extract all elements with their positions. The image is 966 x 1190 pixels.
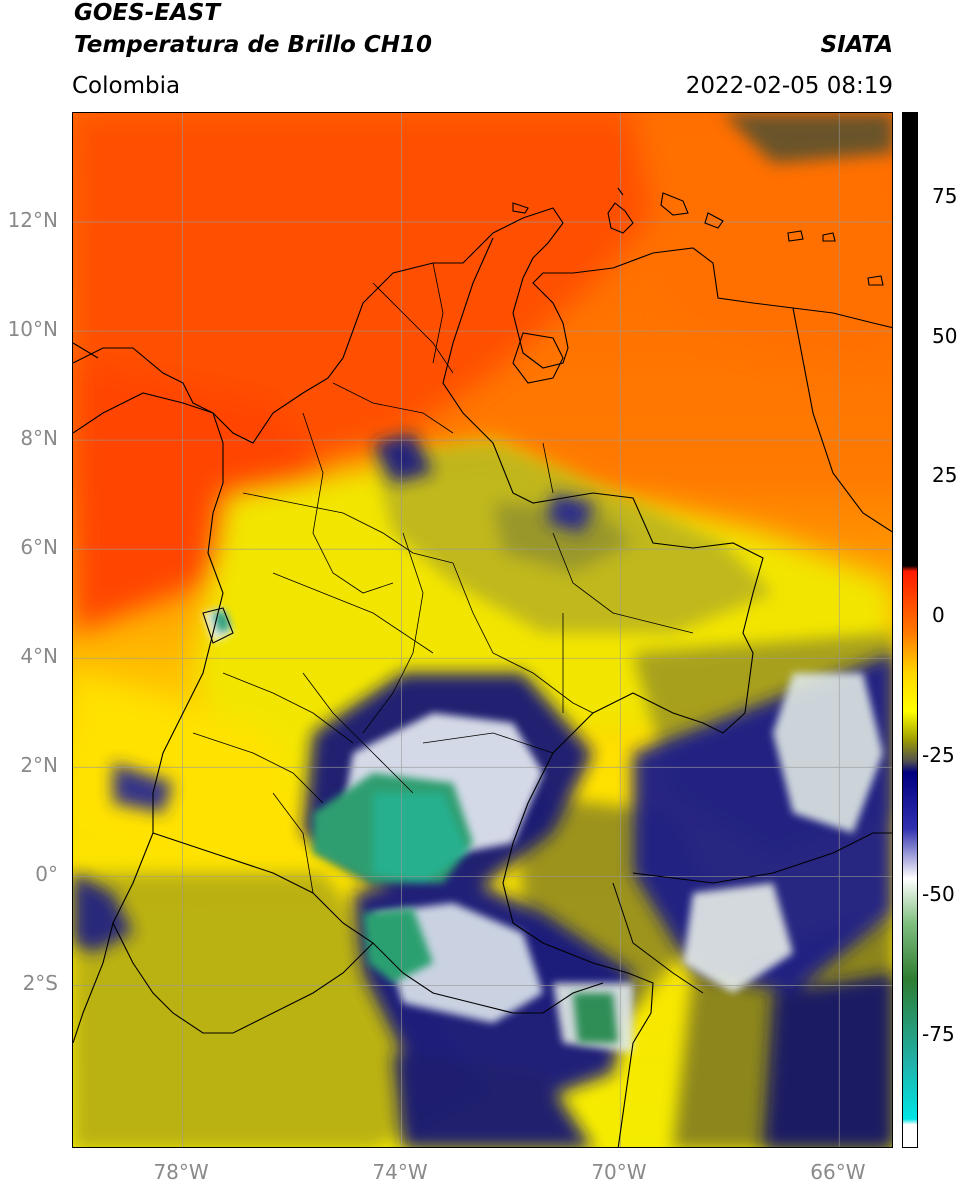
lat-tick-label: 4°N: [20, 644, 58, 669]
colorbar-tick-label: 75: [932, 183, 958, 208]
very-cold-cloud-tops: [213, 611, 618, 1043]
lon-tick-label: 74°W: [372, 1160, 428, 1184]
lat-tick-label: 2°S: [22, 971, 58, 996]
lon-tick-label: 78°W: [153, 1160, 209, 1184]
colorbar-tick-label: -75: [922, 1022, 955, 1047]
lat-tick-label: 12°N: [7, 208, 58, 233]
lat-tick-label: 0°: [35, 862, 58, 887]
colorbar-gradient: [903, 113, 917, 1147]
region-label: Colombia: [72, 73, 181, 99]
colorbar: [902, 112, 918, 1148]
colorbar-tick-label: -25: [922, 742, 955, 767]
lat-tick-label: 2°N: [20, 753, 58, 778]
lon-tick-label: 66°W: [810, 1160, 866, 1184]
colorbar-tick-label: 0: [932, 603, 945, 628]
lat-tick-label: 6°N: [20, 535, 58, 560]
agency-label: SIATA: [820, 32, 893, 58]
brightness-temperature-image: [73, 113, 892, 1147]
product-title: Temperatura de Brillo CH10: [74, 32, 432, 58]
colorbar-tick-label: -50: [922, 882, 955, 907]
colorbar-tick-label: 50: [932, 323, 958, 348]
country-borders: [73, 187, 892, 1147]
colorbar-tick-label: 25: [932, 463, 958, 488]
lat-tick-label: 10°N: [7, 317, 58, 342]
lon-tick-label: 70°W: [591, 1160, 647, 1184]
map-gridlines: [73, 113, 892, 1147]
lat-tick-label: 8°N: [20, 426, 58, 451]
satellite-map: [72, 112, 893, 1148]
satellite-title: GOES-EAST: [74, 0, 221, 26]
datetime-label: 2022-02-05 08:19: [685, 73, 893, 99]
